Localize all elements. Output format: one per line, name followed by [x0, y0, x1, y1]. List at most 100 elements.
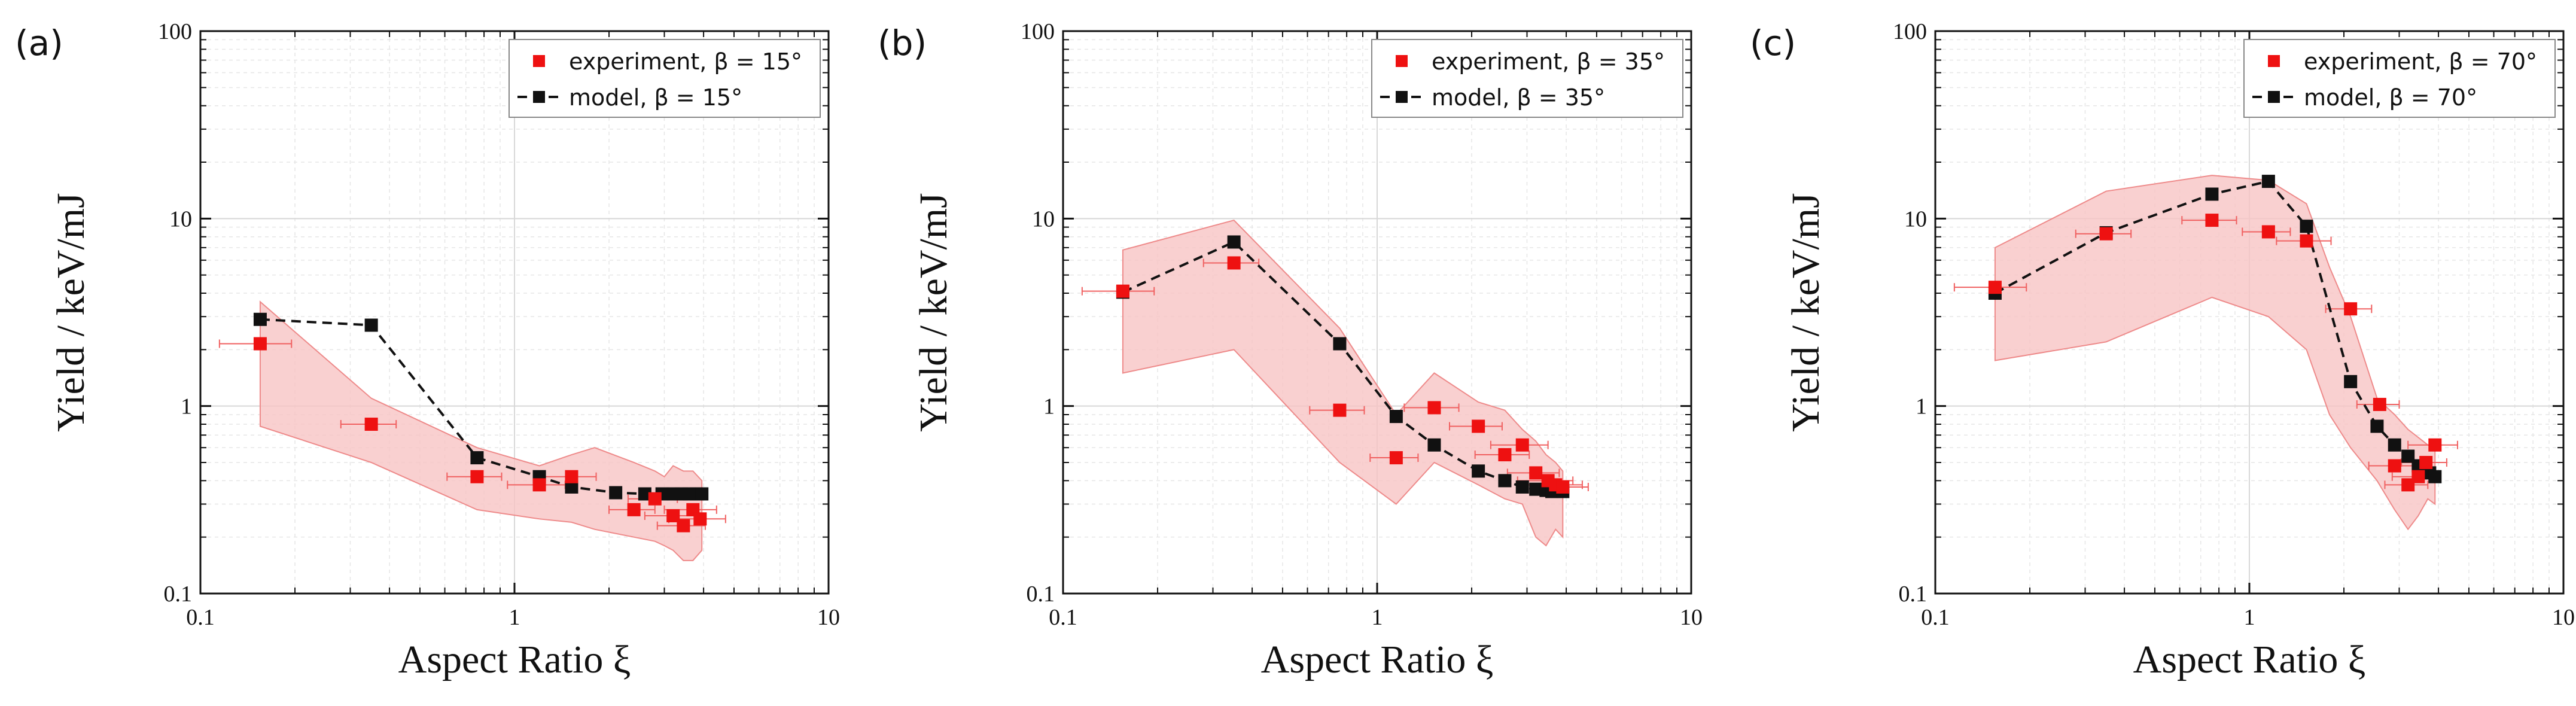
- legend-model-label: model, β = 70°: [2304, 84, 2477, 111]
- legend: experiment, β = 35° model, β = 35°: [1371, 39, 1683, 118]
- experiment-point: [1988, 281, 2002, 294]
- y-tick-label: 0.1: [1027, 582, 1055, 607]
- experiment-point: [1389, 451, 1403, 465]
- legend-model-marker: [533, 91, 545, 103]
- y-tick-label: 10: [1032, 206, 1055, 232]
- model-point: [2261, 175, 2275, 188]
- model-point: [2300, 220, 2313, 233]
- legend-model-label: model, β = 15°: [569, 84, 742, 111]
- y-tick-label: 1: [1043, 394, 1055, 419]
- experiment-point: [666, 509, 680, 522]
- model-point: [1472, 464, 1485, 478]
- grid: [200, 31, 829, 594]
- model-point: [2205, 187, 2219, 201]
- experiment-point: [627, 503, 641, 516]
- experiment-point: [2388, 459, 2401, 473]
- y-tick-label: 1: [181, 394, 192, 419]
- y-tick-label: 100: [1893, 19, 1927, 44]
- y-axis-title: Yield / keV/mJ: [1784, 193, 1828, 432]
- experiment-point: [2344, 302, 2358, 316]
- axis-ticks: 0.1 1 10 0.1 1 10 100: [158, 19, 840, 630]
- chart-panel-1: (a) 0.1 1 10 0.1 1 10 100 Aspect Ratio ξ Yield / …: [15, 19, 840, 681]
- y-axis-title: Yield / keV/mJ: [912, 193, 955, 432]
- panel-label: (a): [15, 23, 63, 63]
- experiment-point: [1529, 466, 1543, 480]
- chart-panel-2: (b) 0.1 1 10 0.1 1 10 100 Aspect Ratio ξ Yield / …: [878, 19, 1703, 681]
- axis-ticks: 0.1 1 10 0.1 1 10 100: [1021, 19, 1703, 630]
- model-point: [609, 486, 623, 500]
- model-point: [2344, 375, 2358, 388]
- uncertainty-band: [1122, 219, 1564, 547]
- model-point: [2388, 438, 2401, 452]
- x-tick-label: 1: [509, 605, 520, 630]
- experiment-point: [1515, 438, 1529, 452]
- x-axis-title: Aspect Ratio ξ: [2133, 638, 2366, 681]
- experiment-point: [2419, 455, 2433, 469]
- uncertainty-band: [259, 300, 703, 561]
- panel-label: (c): [1750, 23, 1796, 63]
- model-point: [253, 312, 267, 326]
- y-tick-label: 100: [1021, 19, 1055, 44]
- panel-label: (b): [878, 23, 927, 63]
- legend-experiment-marker: [1396, 55, 1408, 67]
- uncertainty-band: [1994, 175, 2436, 531]
- experiment-point: [1116, 284, 1129, 298]
- chart-panel-3: (c) 0.1 1 10 0.1 1 10 100 Aspect Ratio ξ Yield / …: [1750, 19, 2575, 681]
- experiment-point: [2373, 397, 2386, 411]
- y-tick-label: 1: [1916, 394, 1927, 419]
- experiment-point: [1333, 403, 1347, 417]
- experiment-point: [693, 512, 707, 526]
- y-tick-label: 100: [158, 19, 192, 44]
- model-point: [2428, 470, 2442, 483]
- model-point: [1498, 474, 1512, 488]
- y-tick-label: 0.1: [164, 582, 193, 607]
- legend-model-label: model, β = 35°: [1432, 84, 1605, 111]
- experiment-point: [532, 478, 546, 492]
- x-tick-label: 10: [1680, 605, 1703, 630]
- x-tick-label: 0.1: [1049, 605, 1077, 630]
- model-point: [1333, 337, 1347, 351]
- experiment-point: [1498, 448, 1512, 462]
- y-tick-label: 10: [1904, 206, 1927, 232]
- axis-ticks: 0.1 1 10 0.1 1 10 100: [1893, 19, 2575, 630]
- x-tick-label: 0.1: [1921, 605, 1950, 630]
- experiment-point: [1427, 401, 1441, 415]
- experiment-point: [2411, 470, 2425, 483]
- y-axis-title: Yield / keV/mJ: [49, 193, 93, 432]
- model-point: [1389, 410, 1403, 424]
- model-point: [2401, 449, 2415, 463]
- model-point: [695, 487, 709, 501]
- experiment-point: [1227, 256, 1241, 270]
- experiment-point: [2205, 214, 2219, 227]
- model-point: [364, 318, 378, 332]
- experiment-point: [565, 470, 578, 483]
- experiment-point: [470, 470, 484, 483]
- experiment-point: [648, 492, 662, 506]
- experiment-point: [364, 418, 378, 431]
- legend-experiment-marker: [2268, 55, 2280, 67]
- y-tick-label: 10: [169, 206, 192, 232]
- legend-model-marker: [2268, 91, 2280, 103]
- experiment-point: [2401, 478, 2415, 492]
- x-axis-title: Aspect Ratio ξ: [1261, 638, 1494, 681]
- x-tick-label: 10: [817, 605, 840, 630]
- model-point: [1515, 480, 1529, 494]
- legend-model-marker: [1396, 91, 1408, 103]
- legend-box: [508, 39, 821, 118]
- experiment-point: [253, 337, 267, 351]
- legend-experiment-label: experiment, β = 15°: [569, 48, 802, 75]
- model-point: [1227, 235, 1241, 249]
- legend: experiment, β = 70° model, β = 70°: [2243, 39, 2556, 118]
- x-tick-label: 0.1: [186, 605, 215, 630]
- experiment-point: [677, 519, 690, 532]
- experiment-point: [2428, 438, 2442, 452]
- model-point: [2370, 419, 2384, 433]
- x-tick-label: 1: [2244, 605, 2255, 630]
- model-point: [565, 480, 578, 494]
- legend-experiment-label: experiment, β = 70°: [2304, 48, 2537, 75]
- y-tick-label: 0.1: [1899, 582, 1928, 607]
- experiment-point: [1556, 480, 1570, 494]
- x-tick-label: 1: [1372, 605, 1383, 630]
- legend-experiment-label: experiment, β = 35°: [1432, 48, 1665, 75]
